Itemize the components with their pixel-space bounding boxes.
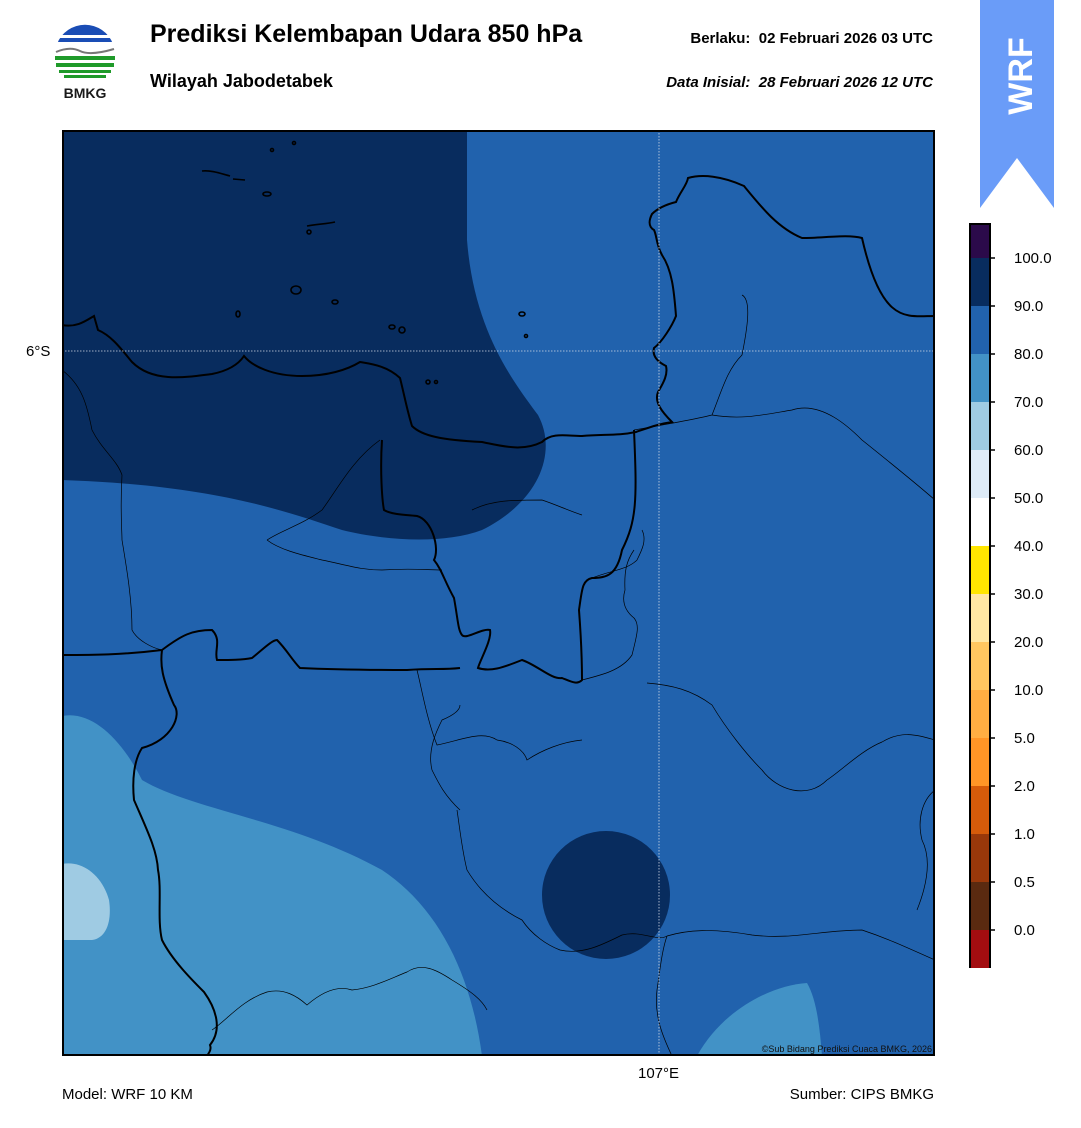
latitude-label: 6°S — [26, 343, 51, 360]
humidity-zone-70-80-southeast — [697, 983, 822, 1056]
colorbar-segment — [970, 258, 990, 306]
colorbar-segment — [970, 498, 990, 546]
colorbar-tick-label: 60.0 — [1014, 442, 1043, 459]
colorbar-tick-label: 20.0 — [1014, 634, 1043, 651]
model-label: Model: WRF 10 KM — [62, 1086, 193, 1103]
colorbar: 100.0 90.0 80.0 70.0 60.0 50.0 40.0 30.0 20.0 10.… — [968, 222, 1081, 1013]
humidity-map-canvas — [62, 130, 935, 1056]
colorbar-tick-label: 90.0 — [1014, 298, 1043, 315]
colorbar-segment — [970, 882, 990, 930]
thousand-islands — [201, 140, 529, 385]
colorbar-segment — [970, 594, 990, 642]
map-copyright: ©Sub Bidang Prediksi Cuaca BMKG, 2026 — [761, 1044, 932, 1054]
colorbar-segment — [970, 546, 990, 594]
colorbar-segment — [970, 354, 990, 402]
humidity-zone-70-80-southwest — [62, 715, 482, 1056]
colorbar-tick-label: 0.5 — [1014, 874, 1035, 891]
colorbar-segment — [970, 930, 990, 978]
init-label: Data Inisial: — [666, 74, 751, 91]
colorbar-tick-label: 50.0 — [1014, 490, 1043, 507]
valid-time-line: Berlaku: 02 Februari 2026 03 UTC — [690, 30, 933, 47]
map-title: Prediksi Kelembapan Udara 850 hPa — [150, 20, 583, 48]
init-time-line: Data Inisial: 28 Februari 2026 12 UTC — [666, 74, 933, 91]
init-time: 28 Februari 2026 12 UTC — [758, 74, 933, 91]
wrf-badge-ribbon-icon: WRF — [980, 0, 1054, 208]
coastline — [62, 175, 935, 449]
colorbar-segment — [970, 306, 990, 354]
humidity-zone-90-100-north — [62, 130, 546, 540]
colorbar-tick-label: 70.0 — [1014, 394, 1043, 411]
colorbar-segment — [970, 786, 990, 834]
colorbar-tick-label: 10.0 — [1014, 682, 1043, 699]
colorbar-segment — [970, 834, 990, 882]
province-boundary-banten — [62, 628, 461, 672]
longitude-label: 107°E — [638, 1065, 680, 1082]
colorbar-tick-label: 1.0 — [1014, 826, 1035, 843]
colorbar-tick-label: 40.0 — [1014, 538, 1043, 555]
colorbar-tick-label: 80.0 — [1014, 346, 1043, 363]
humidity-zone-60-70 — [62, 863, 110, 940]
valid-label: Berlaku: — [690, 30, 751, 47]
colorbar-segment — [970, 402, 990, 450]
colorbar-tick-label: 0.0 — [1014, 922, 1035, 939]
valid-time: 02 Februari 2026 03 UTC — [758, 30, 933, 47]
wrf-badge: WRF — [980, 0, 1054, 208]
bmkg-logo-icon: BMKG — [55, 22, 115, 101]
colorbar-segment — [970, 224, 990, 258]
colorbar-tick-label: 2.0 — [1014, 778, 1035, 795]
colorbar-segment — [970, 642, 990, 690]
humidity-zone-90-100-south — [542, 831, 670, 959]
colorbar-tick-label: 100.0 — [1014, 250, 1052, 267]
colorbar-segment — [970, 738, 990, 786]
regency-boundaries — [62, 294, 935, 1056]
wrf-badge-text: WRF — [1002, 37, 1040, 114]
colorbar-tick-label: 30.0 — [1014, 586, 1043, 603]
logo-text: BMKG — [64, 85, 107, 101]
province-boundary-dki — [380, 429, 637, 684]
colorbar-segment — [970, 690, 990, 738]
bmkg-logo: BMKG — [50, 18, 120, 102]
map-subtitle: Wilayah Jabodetabek — [150, 71, 333, 91]
colorbar-segment — [970, 450, 990, 498]
humidity-map — [62, 130, 935, 1056]
colorbar-canvas: 100.0 90.0 80.0 70.0 60.0 50.0 40.0 30.0 20.0 10.… — [969, 223, 1052, 1013]
source-label: Sumber: CIPS BMKG — [789, 1086, 934, 1103]
map-frame — [62, 130, 935, 1056]
colorbar-tick-label: 5.0 — [1014, 730, 1035, 747]
